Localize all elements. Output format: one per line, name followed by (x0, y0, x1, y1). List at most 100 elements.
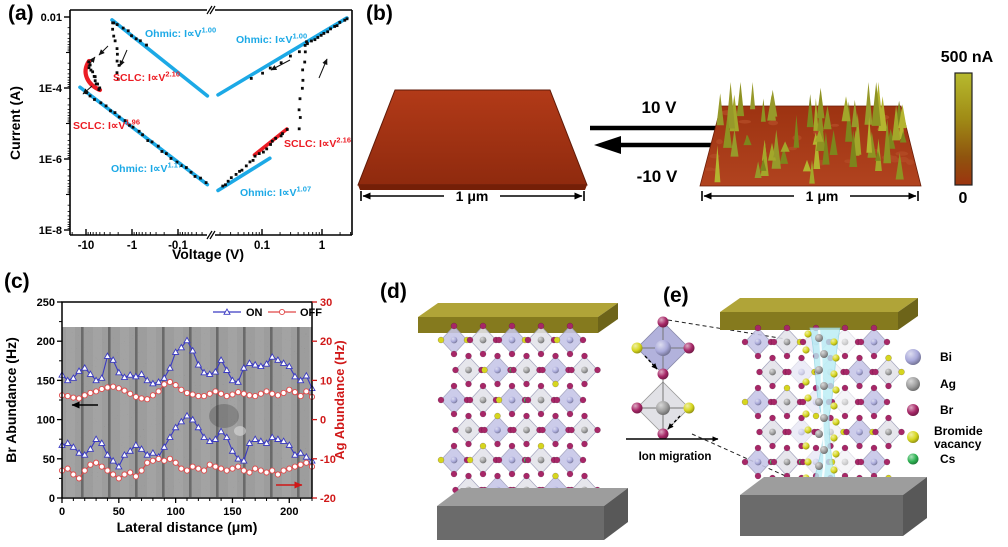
legend-swatch-br (907, 404, 919, 416)
ag-atom-filament (815, 334, 823, 342)
data-point (297, 127, 301, 131)
data-point (150, 140, 154, 144)
data-marker-triangle (194, 360, 203, 368)
right-y-tick-label: 10 (320, 375, 332, 387)
br-atom (883, 458, 891, 466)
data-marker-circle (98, 385, 105, 393)
data-marker-triangle (274, 356, 282, 363)
data-marker-circle (98, 463, 105, 470)
data-marker-circle (127, 390, 134, 397)
current-spike (793, 114, 800, 148)
data-point (298, 97, 302, 101)
data-point (96, 82, 99, 86)
bi-atom (450, 456, 458, 464)
power-law-annotation: Ohmic: I∝V1.17 (111, 161, 182, 176)
br-atom (579, 336, 587, 344)
data-marker-circle (195, 465, 202, 472)
legend-label: Bromide (934, 424, 983, 438)
br-atom (883, 338, 891, 346)
right-y-tick-label: 0 (320, 415, 326, 427)
data-marker-triangle (285, 441, 294, 448)
data-marker-triangle (120, 373, 129, 381)
br-atom (657, 316, 669, 328)
data-marker-circle (121, 471, 128, 478)
panel-b-label: (b) (366, 2, 393, 25)
right-y-tick-label: -20 (320, 493, 336, 505)
br-atom (870, 324, 878, 332)
data-marker-triangle (115, 368, 123, 376)
data-marker-circle (195, 393, 202, 400)
bromide-vacancy (804, 330, 812, 338)
data-point (113, 111, 117, 115)
bi-atom (450, 396, 458, 404)
ag-atom (523, 366, 530, 374)
data-point (281, 132, 284, 136)
data-marker-triangle (63, 376, 72, 384)
data-marker-circle (115, 385, 122, 392)
top-electrode-e-front (720, 312, 898, 330)
data-marker-triangle (251, 435, 259, 442)
ag-atom (783, 338, 791, 346)
br-atom (870, 412, 878, 420)
br-atom (770, 398, 778, 406)
ag-atom (465, 426, 472, 434)
y-tick-label: 1E-8 (39, 225, 62, 237)
cafm-surface-illustration: 1 μm 10 V -10 V 1 μm 500 nA 0 (357, 49, 994, 207)
reverse-bias-label: -10 V (637, 167, 678, 186)
bromide-vacancy (802, 410, 810, 418)
x-tick-label: -10 (78, 240, 95, 252)
br-atom (683, 342, 695, 354)
power-law-annotation: Ohmic: I∝V1.00 (145, 26, 216, 41)
data-marker-triangle (211, 367, 220, 375)
x-tick-label: 150 (223, 506, 241, 518)
data-marker-triangle (240, 456, 248, 464)
br-atom (579, 456, 587, 464)
bottom-electrode-e-side (903, 477, 927, 536)
data-marker-circle (110, 383, 117, 390)
data-point (93, 98, 96, 101)
br-atom (657, 428, 669, 440)
data-marker-circle (286, 386, 293, 393)
br-atom (508, 442, 516, 450)
data-marker-triangle (103, 450, 112, 458)
current-spike (875, 150, 881, 161)
br-atom (856, 382, 863, 390)
x-tick-label: -1 (127, 240, 138, 252)
current-spike (845, 101, 853, 142)
br-atom (812, 444, 820, 452)
data-point (193, 175, 197, 178)
current-spike (716, 93, 724, 126)
data-marker-triangle (234, 454, 242, 462)
data-marker-circle (81, 392, 88, 399)
panel-d-label: (d) (380, 280, 407, 303)
data-marker-triangle (80, 450, 89, 458)
data-point (175, 160, 179, 164)
br-atom (465, 412, 472, 420)
br-atom (523, 472, 530, 480)
data-marker-triangle (200, 368, 208, 376)
current-spike (815, 129, 824, 142)
data-marker-circle (263, 388, 270, 395)
br-atom (450, 442, 458, 450)
bottom-electrode-e-front (740, 495, 903, 536)
data-marker-circle (206, 461, 213, 468)
br-atom (479, 350, 487, 358)
br-atom (841, 384, 849, 392)
br-atom (841, 444, 849, 452)
power-law-annotation: SCLC: I∝V1.96 (73, 118, 140, 133)
data-marker-circle (115, 475, 122, 482)
br-atom (783, 444, 791, 452)
data-marker-circle (75, 395, 83, 402)
br-atom (843, 428, 850, 436)
right-y-axis-title: Ag Abundance (Hz) (332, 340, 347, 459)
data-marker-triangle (75, 367, 83, 374)
br-atom (769, 442, 776, 450)
data-point (310, 39, 313, 43)
br-atom (872, 368, 879, 376)
data-point (137, 129, 141, 133)
br-atom (566, 410, 574, 418)
br-atom (856, 414, 863, 422)
br-atom (479, 322, 487, 330)
data-marker-triangle (103, 352, 112, 359)
power-law-annotation: Ohmic: I∝V1.00 (236, 32, 307, 47)
